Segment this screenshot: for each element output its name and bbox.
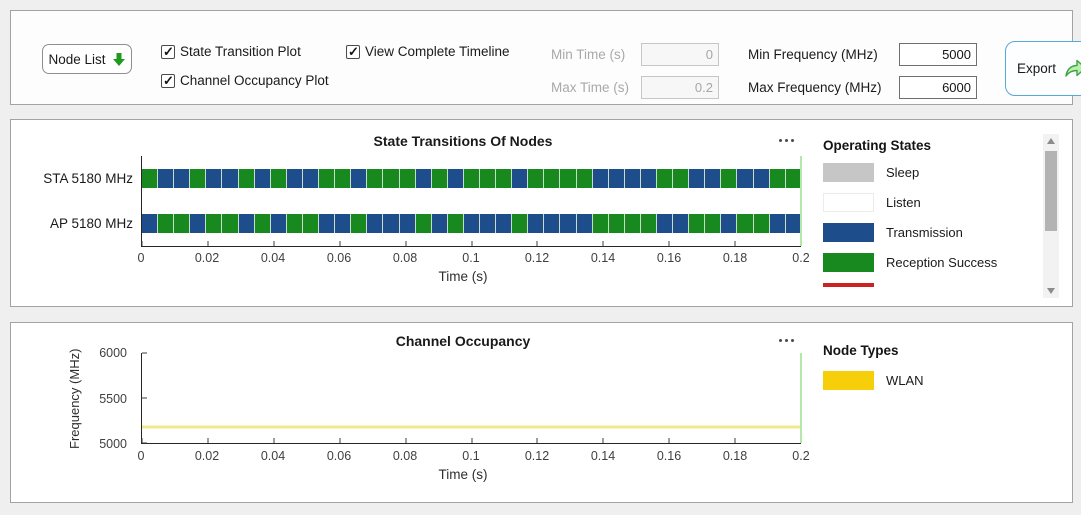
scrollbar-thumb[interactable] — [1045, 151, 1057, 231]
wlan-occupancy-line — [142, 425, 801, 429]
y-axis-ticks: 5000 5500 6000 — [99, 346, 127, 451]
x-axis-label: Time (s) — [438, 269, 488, 284]
row-label-ap: AP 5180 MHz — [49, 216, 133, 231]
toolbar: Node List State Transition Plot Channel … — [10, 10, 1081, 105]
max-frequency-field[interactable] — [899, 76, 977, 99]
node-list-label: Node List — [48, 51, 106, 67]
min-time-label: Min Time (s) — [551, 47, 626, 62]
channel-occupancy-title: Channel Occupancy — [395, 333, 531, 349]
min-time-field — [641, 43, 719, 66]
checkbox-checked-icon — [346, 44, 360, 60]
legend-scrollbar[interactable] — [1043, 134, 1059, 298]
timeline-end-marker — [800, 353, 802, 443]
node-types-legend: Node Types WLAN — [823, 343, 1051, 401]
occupancy-plot-area — [141, 352, 802, 444]
checkbox-label: State Transition Plot — [180, 44, 301, 59]
max-time-field — [641, 76, 719, 99]
state-plot-area — [141, 156, 802, 247]
operating-states-legend: Operating States Sleep Listen Transmission… — [823, 138, 1051, 287]
max-frequency-label: Max Frequency (MHz) — [748, 80, 882, 95]
y-axis-label: Frequency (MHz) — [67, 348, 82, 450]
down-arrow-icon — [112, 52, 125, 66]
scroll-down-icon[interactable] — [1043, 284, 1059, 298]
min-frequency-field[interactable] — [899, 43, 977, 66]
channel-occupancy-panel: Channel Occupancy Frequency (MHz) 5000 55… — [10, 322, 1073, 503]
ellipsis-menu-icon[interactable] — [773, 133, 799, 147]
legend-title: Operating States — [823, 138, 932, 153]
state-bar-ap — [142, 214, 801, 233]
checkbox-checked-icon — [161, 73, 175, 89]
checkbox-label: Channel Occupancy Plot — [180, 73, 329, 88]
share-arrow-icon — [1065, 59, 1081, 77]
state-transitions-title: State Transitions Of Nodes — [373, 133, 553, 149]
legend-items: WLAN — [823, 371, 1051, 401]
export-label: Export — [1017, 61, 1057, 76]
max-time-label: Max Time (s) — [551, 80, 630, 95]
x-axis-ticks: 0 0.02 0.04 0.06 0.08 0.1 0.12 0.14 0.16 0.18 0.2 — [137, 449, 810, 463]
legend-title: Node Types — [823, 343, 899, 358]
channel-occupancy-plot-checkbox[interactable]: Channel Occupancy Plot — [161, 73, 329, 89]
min-frequency-label: Min Frequency (MHz) — [748, 47, 878, 62]
state-transitions-panel: State Transitions Of Nodes STA 5180 MHz … — [10, 119, 1073, 307]
timeline-end-marker — [800, 156, 802, 246]
state-transition-plot-checkbox[interactable]: State Transition Plot — [161, 44, 301, 60]
legend-items: Sleep Listen Transmission Reception Success — [823, 163, 1051, 287]
row-label-sta: STA 5180 MHz — [43, 171, 133, 186]
ellipsis-menu-icon[interactable] — [773, 333, 799, 347]
x-axis-label: Time (s) — [438, 467, 488, 482]
state-bar-sta — [142, 169, 801, 188]
export-button[interactable]: Export — [1005, 41, 1081, 96]
scroll-up-icon[interactable] — [1043, 134, 1059, 148]
view-complete-timeline-checkbox[interactable]: View Complete Timeline — [346, 44, 510, 60]
checkbox-label: View Complete Timeline — [365, 44, 510, 59]
node-list-button[interactable]: Node List — [42, 44, 132, 74]
checkbox-checked-icon — [161, 44, 175, 60]
x-axis-ticks: 0 0.02 0.04 0.06 0.08 0.1 0.12 0.14 0.16 0.18 0.2 — [137, 251, 810, 265]
